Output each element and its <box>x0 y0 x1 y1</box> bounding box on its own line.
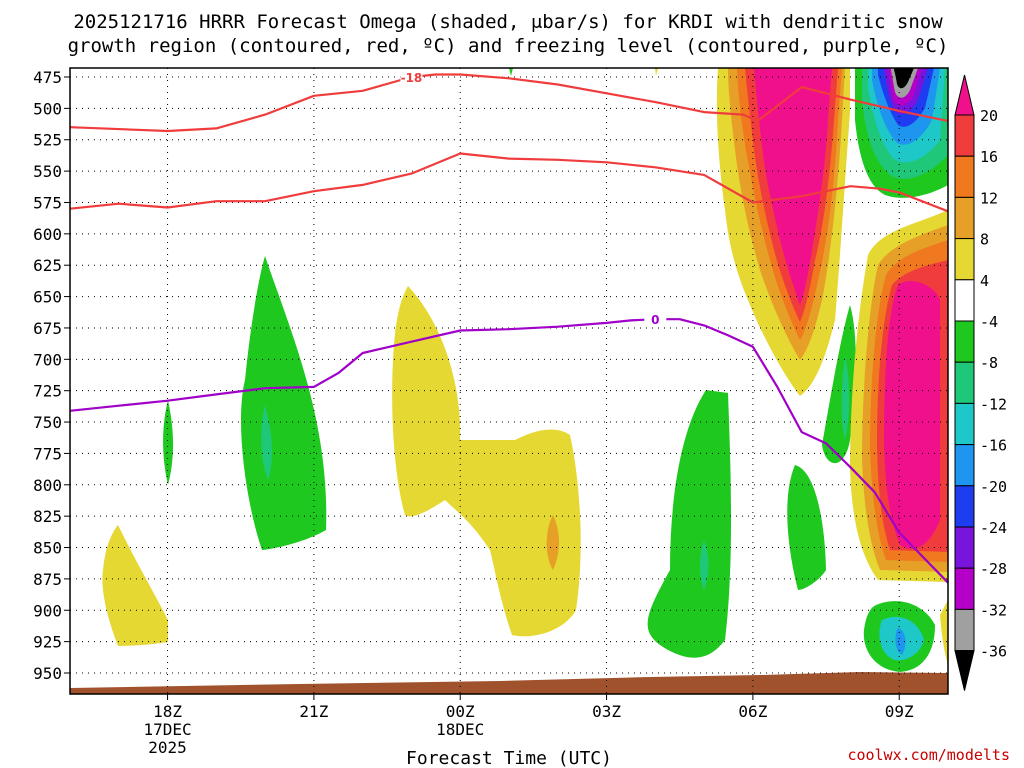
freezing-level-contour-label: 0 <box>651 313 659 327</box>
x-tick-label: 18Z <box>153 702 182 721</box>
omega-region-yellow-2 <box>392 286 581 637</box>
omega-region-teal-3 <box>841 355 850 440</box>
colorbar-segment <box>954 114 975 157</box>
colorbar-label: -28 <box>980 560 1007 578</box>
colorbar-label: 12 <box>980 189 998 207</box>
y-tick-label: 525 <box>33 131 62 150</box>
x-tick-label: 03Z <box>592 702 621 721</box>
colorbar-label: -20 <box>980 478 1007 496</box>
colorbar-segment <box>954 526 975 569</box>
x-tick-label: 2025 <box>148 738 187 757</box>
omega-region-magenta-3 <box>884 280 940 549</box>
colorbar-label: 4 <box>980 272 989 290</box>
omega-colorbar: 20 16 12 8 4 -4 -8 -12 -16 -20 -24 -28 -32 -36 <box>954 74 1007 691</box>
y-tick-label: 725 <box>33 382 62 401</box>
x-tick-label: 00Z <box>446 702 475 721</box>
x-tick-label: 09Z <box>885 702 914 721</box>
omega-region-black-1 <box>894 68 914 89</box>
y-tick-label: 650 <box>33 288 62 307</box>
colorbar-segment <box>954 567 975 610</box>
y-tick-label: 850 <box>33 539 62 558</box>
chart-title-line-1: 2025121716 HRRR Forecast Omega (shaded, … <box>73 11 943 33</box>
site-credit: coolwx.com/modelts <box>847 746 1010 764</box>
omega-region-green-2 <box>241 256 327 550</box>
y-tick-label: 950 <box>33 664 62 683</box>
terrain-surface <box>70 672 948 694</box>
y-tick-label: 900 <box>33 601 62 620</box>
colorbar-label: -8 <box>980 354 998 372</box>
colorbar-bottom-arrow <box>954 650 975 691</box>
plot-frame <box>69 67 949 695</box>
x-tick-label: 21Z <box>299 702 328 721</box>
omega-region-teal-2 <box>699 540 709 590</box>
omega-region-teal-1 <box>261 405 272 480</box>
omega-region-blue-1 <box>895 628 906 655</box>
y-tick-label: 500 <box>33 99 62 118</box>
y-tick-label: 875 <box>33 570 62 589</box>
y-tick-label: 550 <box>33 162 62 181</box>
x-tick-label: 06Z <box>738 702 767 721</box>
colorbar-label: -36 <box>980 643 1007 661</box>
grid-lines <box>70 68 948 694</box>
colorbar-segment <box>954 196 975 240</box>
colorbar-segment <box>954 608 975 652</box>
colorbar-segment <box>954 279 975 322</box>
colorbar-label: -4 <box>980 313 998 331</box>
colorbar-segment <box>954 444 975 487</box>
contour-lines: -18 0 <box>69 69 949 584</box>
omega-region-green-5 <box>787 465 826 590</box>
colorbar-label: 8 <box>980 231 989 249</box>
x-tick-label: 17DEC <box>143 720 191 739</box>
colorbar-label: -24 <box>980 519 1007 537</box>
x-axis-label: Forecast Time (UTC) <box>406 748 612 768</box>
y-tick-label: 750 <box>33 413 62 432</box>
dendritic-top-contour-label-bg <box>400 69 423 84</box>
colorbar-label: -12 <box>980 395 1007 413</box>
y-axis-ticks: 475 500 525 550 575 600 625 650 675 700 725 750 775 8… <box>33 68 70 683</box>
colorbar-segment <box>954 402 975 446</box>
colorbar-segment <box>954 361 975 404</box>
colorbar-top-arrow <box>954 74 975 116</box>
y-tick-label: 675 <box>33 319 62 338</box>
colorbar-label: 16 <box>980 148 998 166</box>
y-tick-label: 600 <box>33 225 62 244</box>
colorbar-segment <box>954 485 975 528</box>
x-tick-label: 18DEC <box>436 720 484 739</box>
colorbar-segment <box>954 155 975 198</box>
colorbar-label: -32 <box>980 601 1007 619</box>
omega-region-green-3 <box>647 390 732 658</box>
dendritic-bottom-contour <box>69 152 949 213</box>
omega-region-orange-1 <box>546 515 560 570</box>
colorbar-label: 20 <box>980 107 998 125</box>
omega-region-green-8 <box>509 68 513 76</box>
freezing-level-contour-label-bg <box>644 311 667 327</box>
y-tick-label: 775 <box>33 444 62 463</box>
colorbar-label: -16 <box>980 437 1007 455</box>
y-tick-label: 575 <box>33 193 62 212</box>
colorbar-segment <box>954 238 975 281</box>
y-tick-label: 700 <box>33 350 62 369</box>
dendritic-top-contour-label: -18 <box>401 71 423 85</box>
omega-region-magenta-2 <box>754 68 832 305</box>
omega-region-yellow-5 <box>940 600 948 665</box>
y-tick-label: 475 <box>33 68 62 87</box>
omega-region-yellow-1 <box>102 525 168 646</box>
omega-shading <box>102 68 948 672</box>
omega-region-yellow-6 <box>655 68 658 76</box>
y-tick-label: 625 <box>33 256 62 275</box>
dendritic-top-contour <box>69 73 949 133</box>
chart-title-line-2: growth region (contoured, red, ºC) and f… <box>68 35 949 57</box>
colorbar-segment <box>954 320 975 363</box>
omega-region-green-1 <box>163 400 174 485</box>
freezing-level-contour <box>69 318 949 584</box>
y-tick-label: 925 <box>33 633 62 652</box>
y-tick-label: 800 <box>33 476 62 495</box>
y-tick-label: 825 <box>33 507 62 526</box>
